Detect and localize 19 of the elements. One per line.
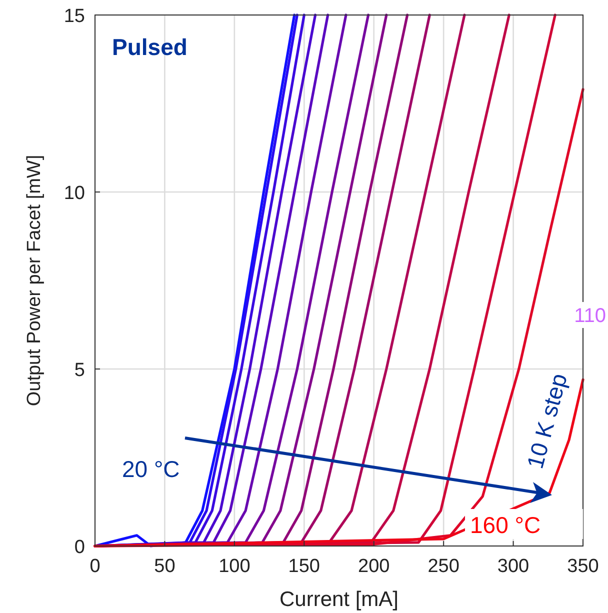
x-axis-title: Current [mA] xyxy=(279,588,399,611)
annotation: 110 xyxy=(574,305,606,327)
y-tick-label: 10 xyxy=(64,183,85,204)
annotation: 160 °C xyxy=(470,512,541,538)
x-tick-label: 250 xyxy=(428,556,460,577)
x-tick-label: 350 xyxy=(567,556,599,577)
x-tick-label: 50 xyxy=(154,556,176,577)
x-tick-label: 100 xyxy=(218,556,250,577)
y-axis-title: Output Power per Facet [mW] xyxy=(24,154,45,406)
annotation: 20 °C xyxy=(122,456,180,482)
y-tick-label: 15 xyxy=(64,6,85,27)
annotation: 10 K step xyxy=(522,370,572,472)
y-tick-label: 0 xyxy=(74,537,85,558)
x-tick-label: 150 xyxy=(288,556,320,577)
x-tick-label: 0 xyxy=(90,556,100,577)
y-tick-label: 5 xyxy=(74,360,85,381)
annotation: Pulsed xyxy=(112,34,188,60)
x-tick-label: 300 xyxy=(497,556,530,577)
x-tick-label: 200 xyxy=(358,556,390,577)
